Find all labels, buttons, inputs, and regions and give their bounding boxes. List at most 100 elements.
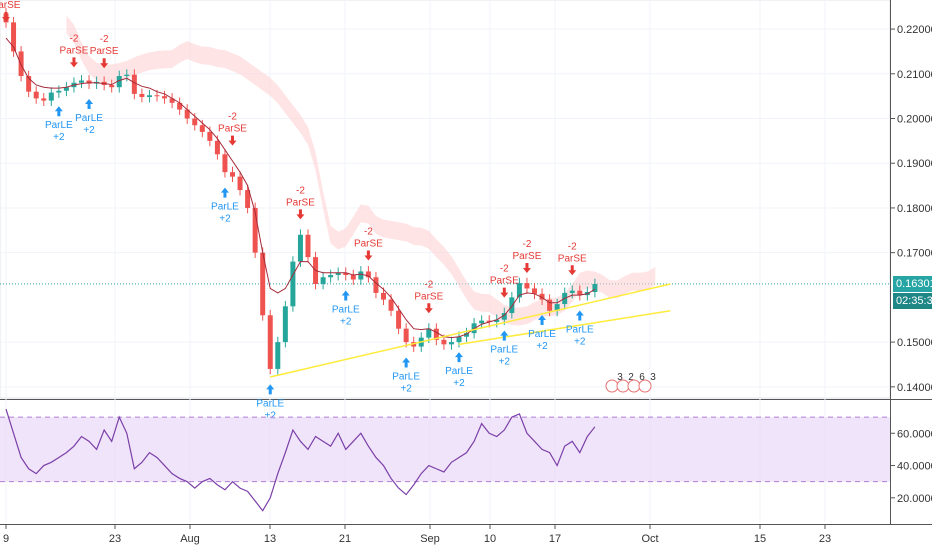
baseline-series — [5, 37, 596, 339]
short-signal-qty: -2 — [568, 241, 577, 252]
long-signal-label: ParLE — [75, 113, 103, 124]
candle-body — [26, 76, 32, 92]
short-signal-qty: -2 — [296, 185, 305, 196]
short-signal-label: ParSE — [414, 291, 443, 302]
event-badge-icon — [627, 379, 641, 393]
long-signal-qty: +2 — [400, 384, 412, 395]
candle-body — [86, 80, 92, 84]
long-signal-label: ParLE — [211, 202, 239, 213]
short-signal-qty: -2 — [424, 279, 433, 290]
candle-body — [441, 339, 447, 345]
time-tick-label: 23 — [109, 533, 121, 545]
time-tick-label: Sep — [420, 533, 440, 545]
candle-body — [494, 319, 500, 322]
long-signal-qty: +2 — [574, 337, 586, 348]
candle-body — [297, 234, 303, 262]
short-signal-label: ParSE — [512, 251, 541, 262]
candle-body — [56, 90, 62, 93]
trendline — [458, 310, 671, 346]
short-arrow-icon — [568, 265, 577, 276]
short-signal-label: ParSE — [286, 197, 315, 208]
time-tick-label: 21 — [339, 533, 351, 545]
candle-body — [245, 190, 251, 208]
candle-body — [335, 272, 341, 276]
candle-body — [320, 277, 326, 284]
candle-body — [207, 131, 213, 141]
candle-body — [365, 271, 371, 278]
candle-body — [41, 98, 47, 101]
candle-body — [237, 176, 243, 191]
long-signal-qty: +2 — [536, 341, 548, 352]
candle-body — [109, 84, 115, 88]
short-signal-qty: -2 — [228, 112, 237, 123]
candle-body — [169, 98, 175, 103]
event-badge-icon — [605, 379, 619, 393]
short-signal-label: ParSE — [59, 45, 88, 56]
long-arrow-icon — [575, 310, 584, 321]
candle-body — [486, 320, 492, 322]
candle-body — [592, 283, 598, 293]
long-arrow-icon — [341, 290, 350, 301]
long-signal-qty: +2 — [53, 132, 65, 143]
long-signal-label: ParLE — [528, 329, 556, 340]
candle-body — [547, 299, 553, 311]
candle-body — [63, 87, 69, 91]
candle-body — [569, 290, 575, 293]
short-arrow-icon — [228, 135, 237, 146]
candle-body — [139, 93, 145, 98]
candle-body — [48, 92, 54, 101]
candle-body — [162, 96, 168, 99]
candle-body — [350, 275, 356, 280]
candle-body — [290, 261, 296, 307]
short-arrow-icon — [500, 287, 509, 298]
candle-body — [184, 109, 190, 119]
short-signal-qty: -2 — [522, 239, 531, 250]
event-badge-count: 2 — [628, 372, 634, 383]
long-signal-qty: +2 — [340, 316, 352, 327]
candlestick-series[interactable] — [3, 8, 598, 375]
candle-body — [282, 306, 288, 343]
event-badge-icon — [638, 379, 652, 393]
candle-body — [554, 304, 560, 311]
trendlines[interactable] — [270, 283, 671, 378]
candle-body — [230, 172, 235, 177]
short-arrow-icon — [296, 209, 305, 220]
trendline — [270, 283, 671, 378]
candle-body — [146, 95, 152, 98]
candle-body — [343, 272, 349, 276]
short-signal-qty: -2 — [364, 227, 373, 238]
candle-body — [539, 293, 545, 300]
long-signal-label: ParLE — [256, 398, 284, 409]
candle-body — [124, 74, 130, 77]
short-arrow-icon — [100, 58, 109, 69]
short-signal-qty: -2 — [69, 33, 78, 44]
event-badge-count: 3 — [650, 372, 656, 383]
candle-body — [199, 125, 205, 132]
event-badge-icon — [616, 379, 630, 393]
long-signal-label: ParLE — [490, 345, 518, 356]
rsi-pane — [0, 408, 890, 512]
long-arrow-icon — [85, 99, 94, 110]
rsi-band — [0, 417, 890, 482]
short-signal-label: ParSE — [218, 124, 247, 135]
short-signal-label: ParSE — [0, 0, 21, 11]
candle-body — [214, 140, 220, 155]
short-signal-label: ParSE — [490, 276, 519, 287]
rsi-line — [5, 408, 596, 512]
countdown-tag: 02:35:31 — [893, 293, 932, 309]
time-tick-label: Oct — [641, 533, 658, 545]
candle-body — [222, 154, 228, 173]
long-arrow-icon — [500, 330, 509, 341]
long-arrow-icon — [220, 187, 229, 198]
candle-body — [501, 313, 507, 320]
long-signal-label: ParLE — [566, 325, 594, 336]
short-signal-qty: -2 — [100, 34, 109, 45]
